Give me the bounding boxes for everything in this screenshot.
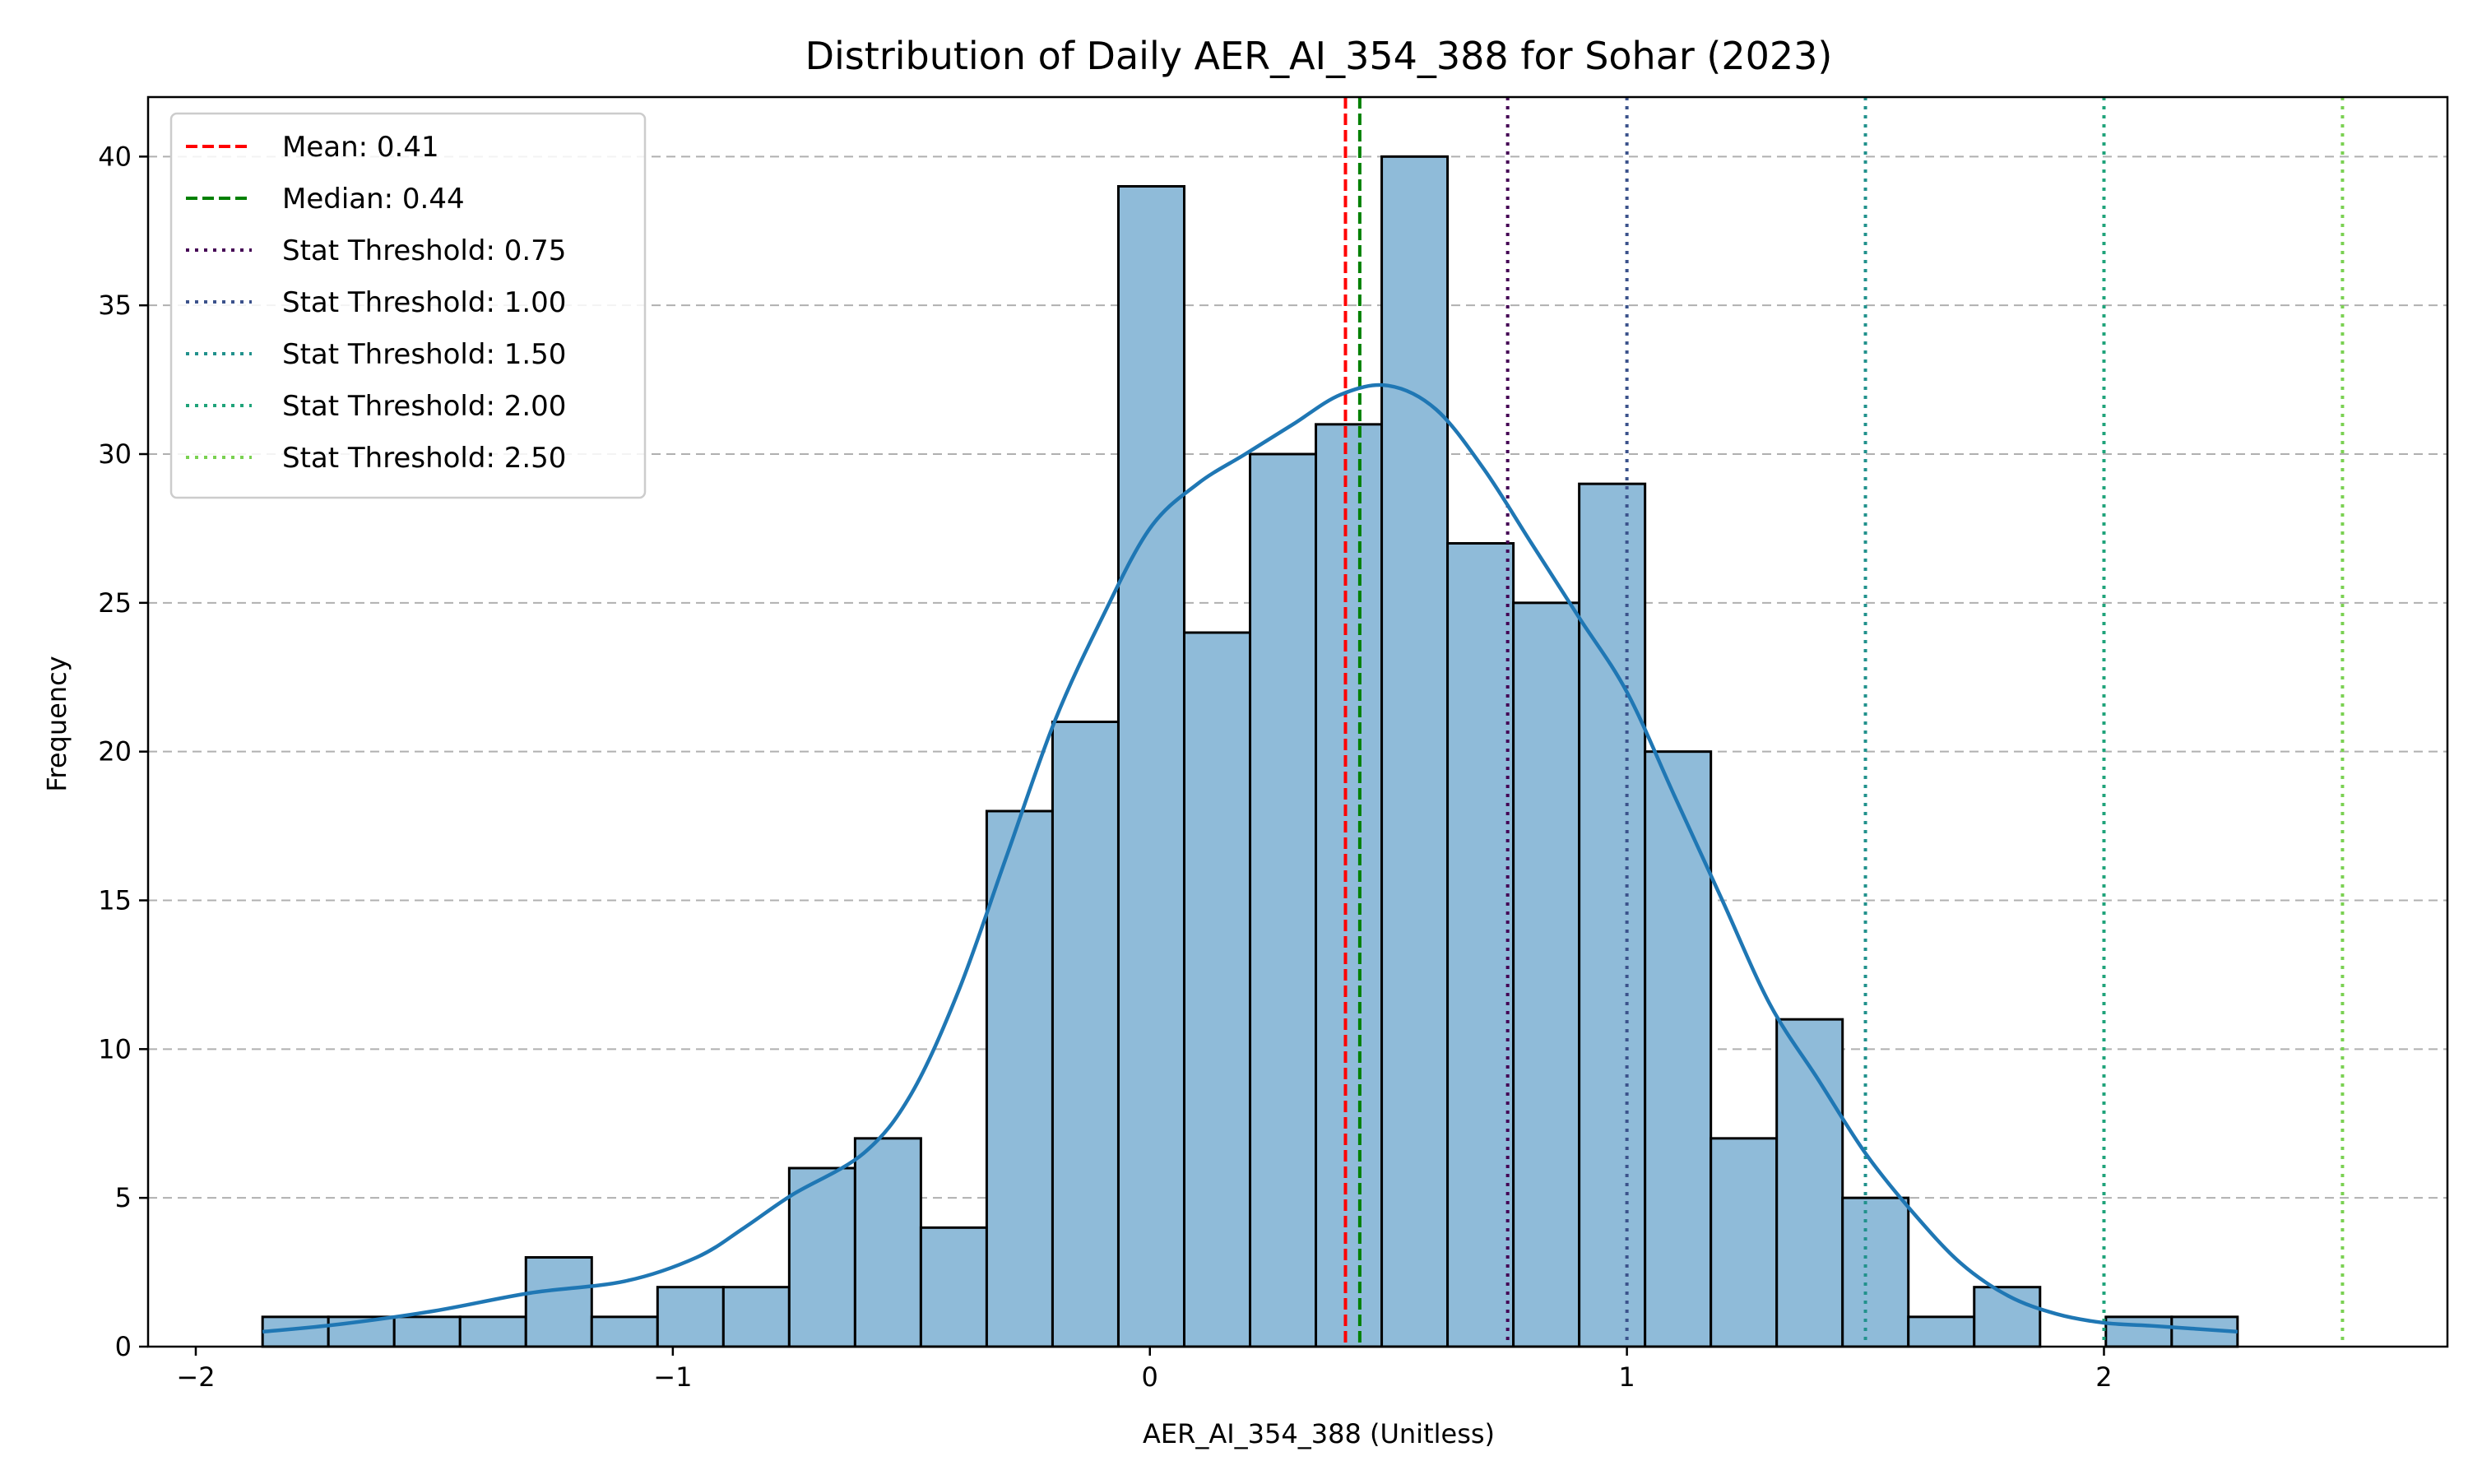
y-tick-label: 30 <box>98 438 132 470</box>
histogram-bar <box>1841 1196 1910 1348</box>
legend-box <box>169 112 647 499</box>
histogram-bar <box>1249 452 1318 1348</box>
histogram-bar <box>1710 1137 1779 1348</box>
legend-label: Median: 0.44 <box>282 183 465 216</box>
y-tick-label: 15 <box>98 885 132 916</box>
histogram-bar <box>392 1315 462 1348</box>
y-tick-label: 0 <box>115 1331 132 1362</box>
histogram-bar <box>1182 631 1252 1348</box>
histogram-bar <box>1315 423 1384 1348</box>
histogram-bar <box>458 1315 527 1348</box>
plot-frame <box>146 95 2449 1348</box>
histogram-bar <box>853 1137 922 1348</box>
histogram-bar <box>1116 185 1185 1348</box>
histogram-bar <box>590 1315 659 1348</box>
y-tick-label: 20 <box>98 736 132 768</box>
histogram-bar <box>985 809 1054 1348</box>
chart-title: Distribution of Daily AER_AI_354_388 for… <box>805 34 1833 78</box>
histogram-bar <box>524 1256 593 1348</box>
legend-label: Mean: 0.41 <box>282 131 439 164</box>
y-tick-label: 40 <box>98 141 132 172</box>
legend-label: Stat Threshold: 0.75 <box>282 234 566 267</box>
y-tick-label: 25 <box>98 587 132 619</box>
histogram-bar <box>1644 750 1713 1348</box>
histogram-bar <box>1446 542 1515 1348</box>
histogram-bar <box>2104 1315 2173 1348</box>
y-tick-label: 35 <box>98 290 132 321</box>
histogram-bar <box>1380 155 1450 1348</box>
grid-layer <box>148 155 2447 1199</box>
histogram-bar <box>721 1286 791 1348</box>
histogram-bar <box>1775 1018 1844 1348</box>
x-axis-label: AER_AI_354_388 (Unitless) <box>1143 1418 1495 1449</box>
x-tick-label: −1 <box>653 1361 692 1393</box>
kde-layer <box>262 383 2238 1334</box>
histogram-bar <box>1907 1315 1976 1348</box>
histogram-bar <box>919 1226 988 1348</box>
legend-label: Stat Threshold: 2.50 <box>282 442 566 475</box>
y-tick-label: 5 <box>115 1182 132 1213</box>
x-tick-label: 0 <box>1142 1361 1158 1393</box>
legend-label: Stat Threshold: 1.50 <box>282 338 566 371</box>
histogram-bar <box>1578 482 1647 1348</box>
y-axis-label: Frequency <box>41 656 72 791</box>
x-tick-label: −2 <box>176 1361 215 1393</box>
histogram-bar <box>656 1286 725 1348</box>
histogram-bar <box>787 1166 856 1348</box>
legend-label: Stat Threshold: 1.00 <box>282 286 566 319</box>
x-tick-label: 1 <box>1618 1361 1635 1393</box>
kde-curve <box>262 383 2238 1334</box>
bars-layer <box>261 155 2239 1348</box>
y-tick-label: 10 <box>98 1033 132 1064</box>
histogram-bar <box>1512 601 1581 1348</box>
legend: Mean: 0.41 Median: 0.44 Stat Threshold: 0.… <box>169 112 647 499</box>
histogram-bar <box>1051 721 1120 1348</box>
legend-label: Stat Threshold: 2.00 <box>282 390 566 423</box>
reference-lines-layer <box>1343 97 2345 1347</box>
x-tick-label: 2 <box>2095 1361 2112 1393</box>
